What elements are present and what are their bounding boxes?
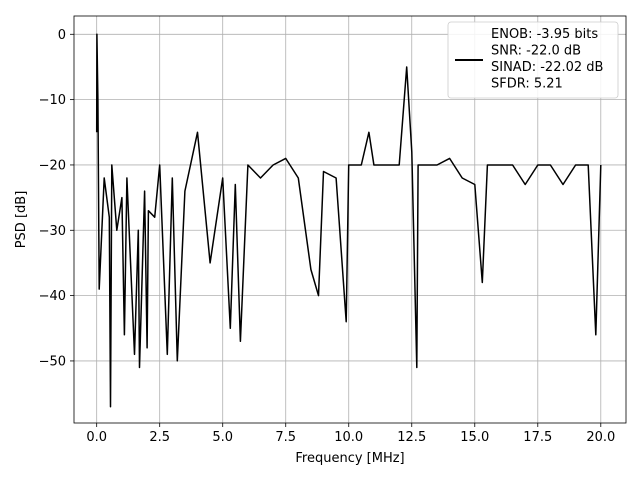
legend-box <box>447 21 619 99</box>
legend-entry-line: ENOB: -3.95 bits <box>491 27 598 42</box>
x-tick-label: 10.0 <box>334 430 363 445</box>
x-tick-label: 2.5 <box>149 430 170 445</box>
y-tick-label: −50 <box>39 354 66 369</box>
grid <box>74 16 626 423</box>
x-tick-label: 20.0 <box>586 430 615 445</box>
x-axis-label: Frequency [MHz] <box>295 451 404 466</box>
x-tick-label: 5.0 <box>212 430 233 445</box>
y-tick-label: −30 <box>39 224 66 239</box>
x-tick-label: 0.0 <box>86 430 107 445</box>
tick-layer: 0.0 2.5 5.0 7.5 10.0 12.5 15.0 17.5 20.0 0 −10 −20 −… <box>39 28 616 445</box>
y-axis-label: PSD [dB] <box>14 191 29 249</box>
psd-trace-line <box>95 33 602 408</box>
x-tick-label: 15.0 <box>460 430 489 445</box>
x-tick-label: 7.5 <box>275 430 296 445</box>
y-tick-label: 0 <box>58 28 66 43</box>
y-tick-label: −40 <box>39 289 66 304</box>
legend-entry-line: SINAD: -22.02 dB <box>491 60 603 75</box>
psd-trace-layer <box>95 33 602 408</box>
legend-entry-line: SNR: -22.0 dB <box>491 44 581 59</box>
y-tick-label: −20 <box>39 158 66 173</box>
y-tick-label: −10 <box>39 93 66 108</box>
x-tick-label: 17.5 <box>523 430 552 445</box>
legend-entry-line: SFDR: 5.21 <box>491 77 563 92</box>
plot-frame <box>73 15 627 424</box>
x-tick-label: 12.5 <box>397 430 426 445</box>
